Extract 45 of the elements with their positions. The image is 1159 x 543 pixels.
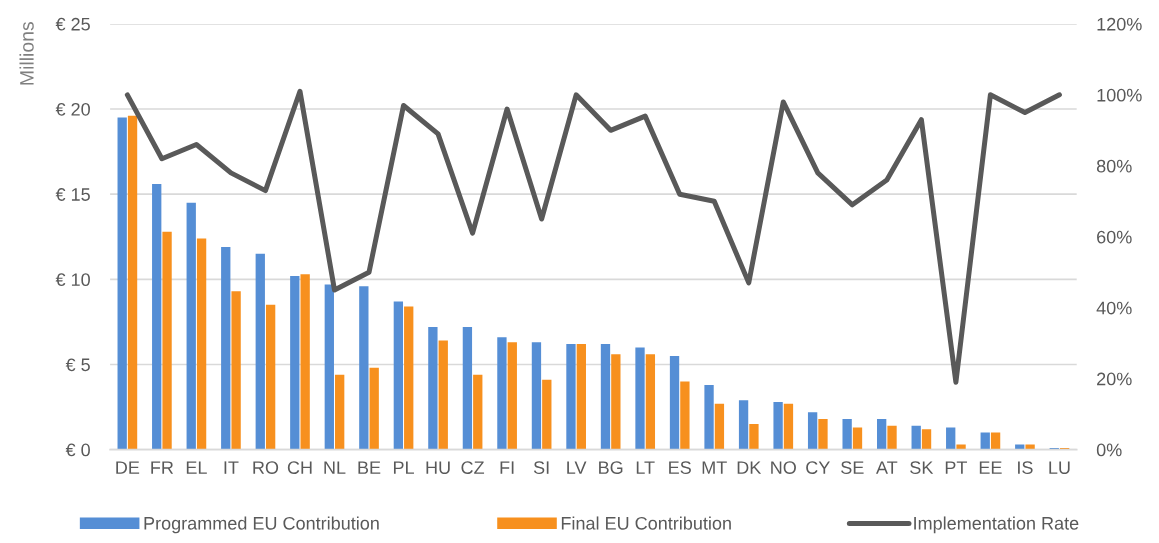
y2-tick-label: 20%: [1097, 372, 1132, 386]
x-tick-label: LU: [1049, 461, 1070, 474]
x-tick-label: CY: [806, 461, 830, 474]
x-tick-label: CZ: [461, 461, 485, 474]
x-tick-label: MT: [702, 461, 727, 474]
y-tick-label: € 20: [55, 102, 90, 116]
y2-tick-label: 120%: [1097, 17, 1142, 31]
legend-label: Implementation Rate: [914, 516, 1079, 534]
x-tick-label: DK: [737, 461, 762, 474]
x-tick-label: BE: [358, 461, 381, 474]
y2-tick-label: 40%: [1096, 301, 1132, 315]
y-tick-label: € 10: [55, 273, 90, 287]
x-tick-label: BG: [599, 461, 623, 474]
x-tick-label: PL: [393, 461, 414, 474]
x-tick-label: FI: [500, 461, 514, 474]
x-tick-label: AT: [876, 461, 898, 474]
y2-tick-label: 60%: [1097, 230, 1132, 244]
x-tick-label: PT: [945, 461, 968, 474]
y-tick-label: € 25: [55, 17, 90, 31]
legend-label: Final EU Contribution: [561, 516, 731, 530]
x-tick-label: ES: [669, 461, 691, 474]
x-tick-label: DE: [116, 461, 140, 474]
x-tick-label: LT: [636, 461, 655, 474]
x-tick-label: LV: [567, 461, 587, 474]
y-tick-label: € 0: [65, 443, 90, 457]
x-tick-label: SI: [533, 461, 549, 474]
x-tick-label: FR: [151, 461, 174, 474]
y2-tick-label: 100%: [1097, 88, 1142, 102]
x-tick-label: EE: [979, 461, 1002, 474]
x-tick-label: EL: [186, 461, 207, 474]
x-tick-label: SE: [841, 461, 864, 474]
x-tick-label: CH: [287, 461, 312, 474]
y-axis-title: Millions: [19, 21, 34, 85]
y-tick-label: € 5: [65, 358, 90, 372]
x-tick-label: NO: [771, 461, 796, 474]
y2-tick-label: 80%: [1096, 159, 1132, 173]
legend-label: Programmed EU Contribution: [144, 516, 379, 534]
x-tick-label: IS: [1018, 461, 1033, 474]
x-tick-label: NL: [324, 461, 346, 474]
x-tick-label: RO: [253, 461, 279, 474]
x-tick-label: SK: [910, 461, 934, 474]
y2-tick-label: 0%: [1096, 443, 1122, 457]
y-tick-label: € 15: [55, 188, 90, 201]
x-tick-label: HU: [426, 461, 450, 474]
x-tick-label: IT: [224, 461, 239, 474]
